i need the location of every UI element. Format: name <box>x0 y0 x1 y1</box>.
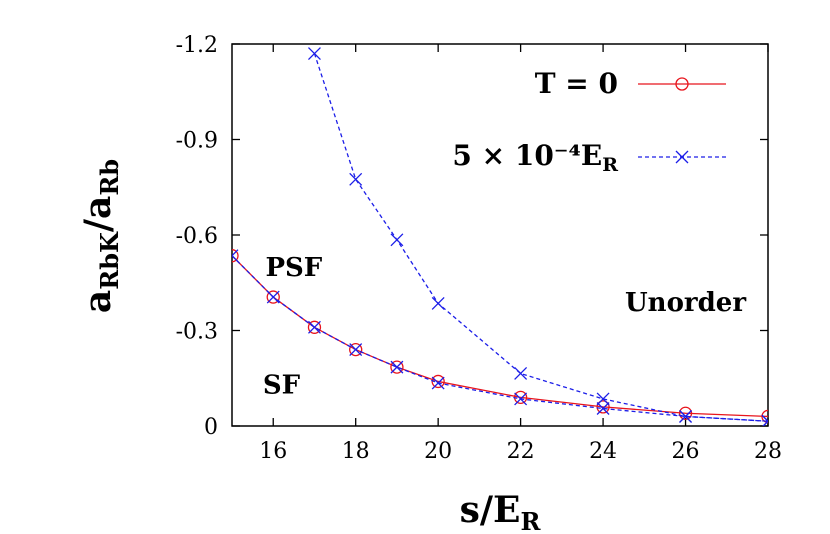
data-point-x <box>514 367 528 380</box>
y-tick-label: 0 <box>204 415 218 440</box>
data-point-x <box>596 392 610 406</box>
x-tick-label: 26 <box>672 439 700 464</box>
legend-marker-t0 <box>675 77 689 91</box>
data-point-x <box>232 249 239 263</box>
legend-label-finite-t: 5 × 10⁻⁴ER <box>452 139 618 176</box>
y-axis-title-mid: /a <box>77 196 119 232</box>
plot-frame <box>231 43 769 427</box>
data-point-x <box>349 343 363 357</box>
x-tick-label: 22 <box>507 439 535 464</box>
x-tick-label: 18 <box>342 439 370 464</box>
data-point-x <box>308 47 321 61</box>
y-tick-label: -1.2 <box>176 33 218 58</box>
data-point-x <box>514 392 528 406</box>
y-axis-ticks: 0 -0.3 -0.6 -0.9 -1.2 <box>176 33 768 440</box>
x-axis-title-main: s/E <box>460 489 521 531</box>
data-point-circle <box>266 290 280 304</box>
x-tick-label: 16 <box>259 439 287 464</box>
legend-label-finite-t-subscript: R <box>602 154 618 176</box>
data-point-x <box>390 233 404 247</box>
data-point-x <box>679 409 692 423</box>
legend-marker-finite-t <box>675 150 689 164</box>
series-layer <box>232 47 768 426</box>
y-axis-title-subscript-2: Rb <box>95 159 124 196</box>
data-point-circle <box>232 249 239 263</box>
y-tick-label: -0.3 <box>176 320 218 345</box>
data-point-x <box>596 402 610 415</box>
data-point-x <box>266 290 280 304</box>
data-point-x <box>349 172 363 186</box>
region-label-psf: PSF <box>265 253 322 283</box>
x-axis-title: s/ER <box>460 489 542 534</box>
data-point-x <box>308 320 321 334</box>
region-label-unorder: Unorder <box>625 288 746 318</box>
y-axis-title: aRbK/aRb <box>77 159 124 313</box>
data-point-circle <box>307 320 322 334</box>
y-axis-title-main: a <box>77 290 119 313</box>
series-line-2 <box>313 53 768 422</box>
x-tick-label: 20 <box>424 439 452 464</box>
legend-label-t0: T = 0 <box>535 67 618 100</box>
legend: T = 0 5 × 10⁻⁴ER <box>452 67 726 176</box>
y-tick-label: -0.9 <box>176 129 218 154</box>
data-point-circle <box>431 374 445 389</box>
data-point-circle <box>596 400 610 414</box>
data-point-circle <box>390 360 404 374</box>
data-point-circle <box>349 342 363 357</box>
series-line-0 <box>232 255 768 418</box>
x-axis-title-subscript: R <box>520 507 541 534</box>
y-axis-title-subscript-1: RbK <box>95 231 124 290</box>
data-point-x <box>761 414 768 426</box>
y-tick-label: -0.6 <box>176 224 218 249</box>
data-point-x <box>431 376 445 390</box>
data-point-circle <box>761 409 768 424</box>
data-point-circle <box>678 406 693 420</box>
x-tick-label: 28 <box>754 439 782 464</box>
data-point-x <box>431 296 445 310</box>
region-labels: PSF SF Unorder <box>263 253 747 401</box>
legend-label-finite-t-main: 5 × 10⁻⁴E <box>452 139 602 172</box>
data-point-x <box>390 360 404 374</box>
x-tick-label: 24 <box>589 439 617 464</box>
region-label-sf: SF <box>263 371 301 401</box>
x-axis-ticks: 16 18 20 22 24 26 28 <box>259 44 782 464</box>
